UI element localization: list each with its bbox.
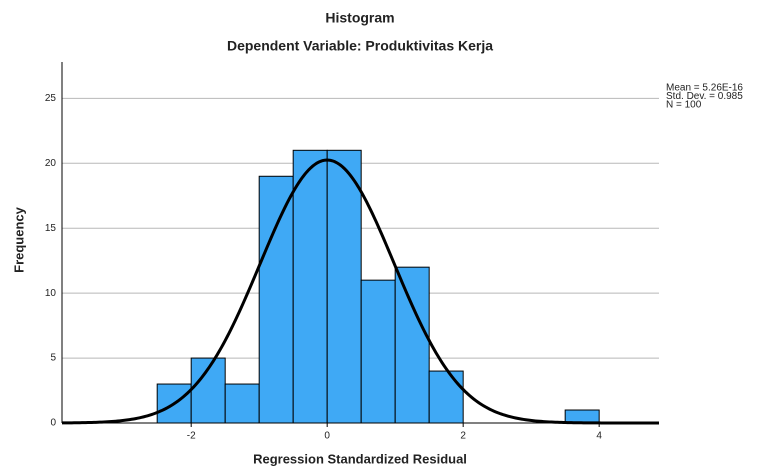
chart-subtitle: Dependent Variable: Produktivitas Kerja [227, 38, 493, 54]
bar [292, 149, 328, 424]
stat-label: Std. Dev. = 0.985 [666, 91, 743, 102]
y-tick-label: 5 [50, 353, 56, 364]
bar [326, 149, 362, 424]
bar [394, 266, 430, 424]
normal-curve [61, 158, 659, 425]
stat-label: Mean = 5.26E-16 [666, 83, 743, 94]
bar [564, 409, 600, 424]
y-tick-label: 20 [45, 158, 57, 169]
x-axis-label: Regression Standardized Residual [253, 451, 467, 466]
bar [428, 370, 464, 424]
y-tick-label: 25 [45, 93, 57, 104]
y-tick-label: 15 [45, 223, 57, 234]
chart-title: Histogram [325, 10, 394, 26]
x-tick-label: -2 [187, 431, 196, 442]
bar [258, 175, 294, 424]
bar [224, 383, 260, 424]
stat-label: N = 100 [666, 100, 702, 111]
x-tick-label: 0 [324, 431, 330, 442]
x-tick-label: 2 [460, 431, 466, 442]
x-tick-label: 4 [596, 431, 602, 442]
y-tick-label: 0 [50, 418, 56, 429]
bar [360, 279, 396, 424]
y-tick-label: 10 [45, 288, 57, 299]
y-axis-label: Frequency [11, 206, 26, 273]
